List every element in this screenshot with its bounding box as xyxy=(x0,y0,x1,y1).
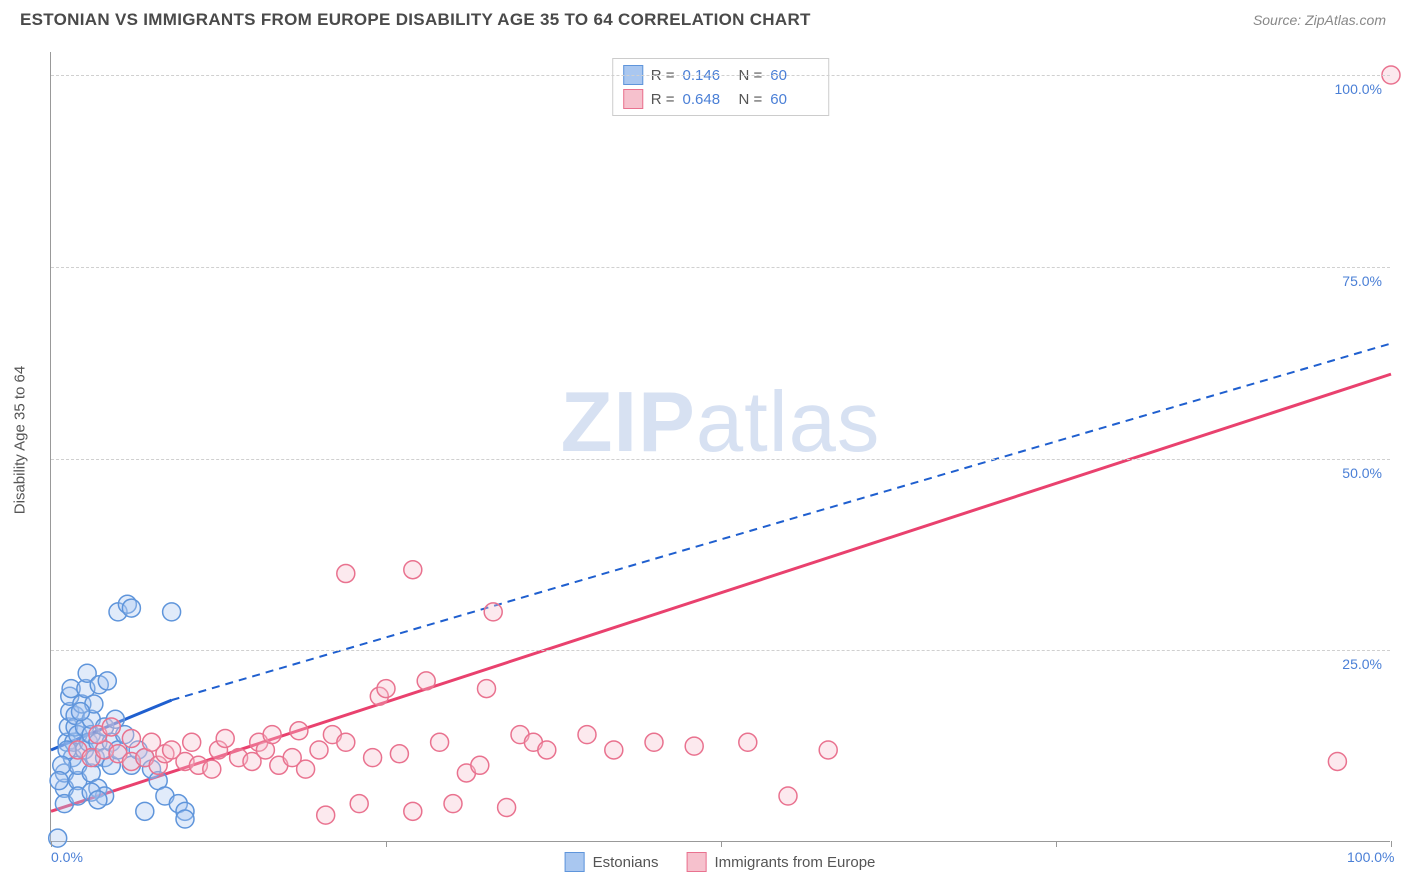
y-tick-label: 100.0% xyxy=(1335,81,1382,97)
data-point xyxy=(417,672,435,690)
data-point xyxy=(337,733,355,751)
data-point xyxy=(819,741,837,759)
gridline xyxy=(51,267,1390,268)
data-point xyxy=(484,603,502,621)
data-point xyxy=(98,672,116,690)
legend-swatch xyxy=(565,852,585,872)
header: ESTONIAN VS IMMIGRANTS FROM EUROPE DISAB… xyxy=(0,0,1406,38)
data-point xyxy=(444,795,462,813)
plot-svg xyxy=(51,52,1390,841)
data-point xyxy=(297,760,315,778)
data-point xyxy=(136,802,154,820)
gridline xyxy=(51,75,1390,76)
data-point xyxy=(478,680,496,698)
data-point xyxy=(183,733,201,751)
data-point xyxy=(263,726,281,744)
legend-n-label: N = xyxy=(739,91,763,108)
data-point xyxy=(216,729,234,747)
data-point xyxy=(71,703,89,721)
data-point xyxy=(102,718,120,736)
y-axis-label: Disability Age 35 to 64 xyxy=(12,366,29,514)
y-tick-label: 50.0% xyxy=(1342,465,1382,481)
x-tick xyxy=(721,841,722,847)
data-point xyxy=(685,737,703,755)
legend-series-label: Immigrants from Europe xyxy=(714,854,875,871)
legend-r-value: 0.648 xyxy=(683,91,731,108)
x-tick xyxy=(1056,841,1057,847)
data-point xyxy=(404,802,422,820)
data-point xyxy=(350,795,368,813)
data-point xyxy=(122,729,140,747)
data-point xyxy=(578,726,596,744)
data-point xyxy=(50,772,68,790)
trendline-dashed xyxy=(172,343,1391,700)
data-point xyxy=(317,806,335,824)
y-tick-label: 25.0% xyxy=(1342,656,1382,672)
data-point xyxy=(377,680,395,698)
data-point xyxy=(404,561,422,579)
data-point xyxy=(431,733,449,751)
data-point xyxy=(310,741,328,759)
chart-title: ESTONIAN VS IMMIGRANTS FROM EUROPE DISAB… xyxy=(20,10,811,30)
legend-series-label: Estonians xyxy=(593,854,659,871)
source-attribution: Source: ZipAtlas.com xyxy=(1253,12,1386,28)
data-point xyxy=(498,798,516,816)
data-point xyxy=(1328,752,1346,770)
chart-container: ZIPatlas R =0.146N =60R =0.648N =60 25.0… xyxy=(50,52,1390,842)
data-point xyxy=(364,749,382,767)
data-point xyxy=(89,791,107,809)
data-point xyxy=(203,760,221,778)
data-point xyxy=(337,565,355,583)
data-point xyxy=(176,810,194,828)
gridline xyxy=(51,459,1390,460)
y-tick-label: 75.0% xyxy=(1342,273,1382,289)
data-point xyxy=(538,741,556,759)
x-tick-label: 0.0% xyxy=(51,849,83,865)
data-point xyxy=(645,733,663,751)
legend-series: Estonians Immigrants from Europe xyxy=(565,852,876,872)
data-point xyxy=(605,741,623,759)
legend-series-item: Estonians xyxy=(565,852,659,872)
data-point xyxy=(122,599,140,617)
legend-correlation: R =0.146N =60R =0.648N =60 xyxy=(612,58,830,116)
legend-swatch xyxy=(623,89,643,109)
legend-series-item: Immigrants from Europe xyxy=(686,852,875,872)
x-tick xyxy=(386,841,387,847)
data-point xyxy=(471,756,489,774)
legend-correlation-row: R = 0.648 N = 60 xyxy=(623,87,819,111)
data-point xyxy=(163,603,181,621)
data-point xyxy=(290,722,308,740)
legend-r-label: R = xyxy=(651,91,675,108)
data-point xyxy=(390,745,408,763)
plot-area: ZIPatlas R =0.146N =60R =0.648N =60 25.0… xyxy=(50,52,1390,842)
data-point xyxy=(143,733,161,751)
x-tick xyxy=(51,841,52,847)
data-point xyxy=(779,787,797,805)
x-tick xyxy=(1391,841,1392,847)
x-tick-label: 100.0% xyxy=(1347,849,1394,865)
gridline xyxy=(51,650,1390,651)
legend-swatch xyxy=(686,852,706,872)
data-point xyxy=(739,733,757,751)
legend-n-value: 60 xyxy=(770,91,818,108)
